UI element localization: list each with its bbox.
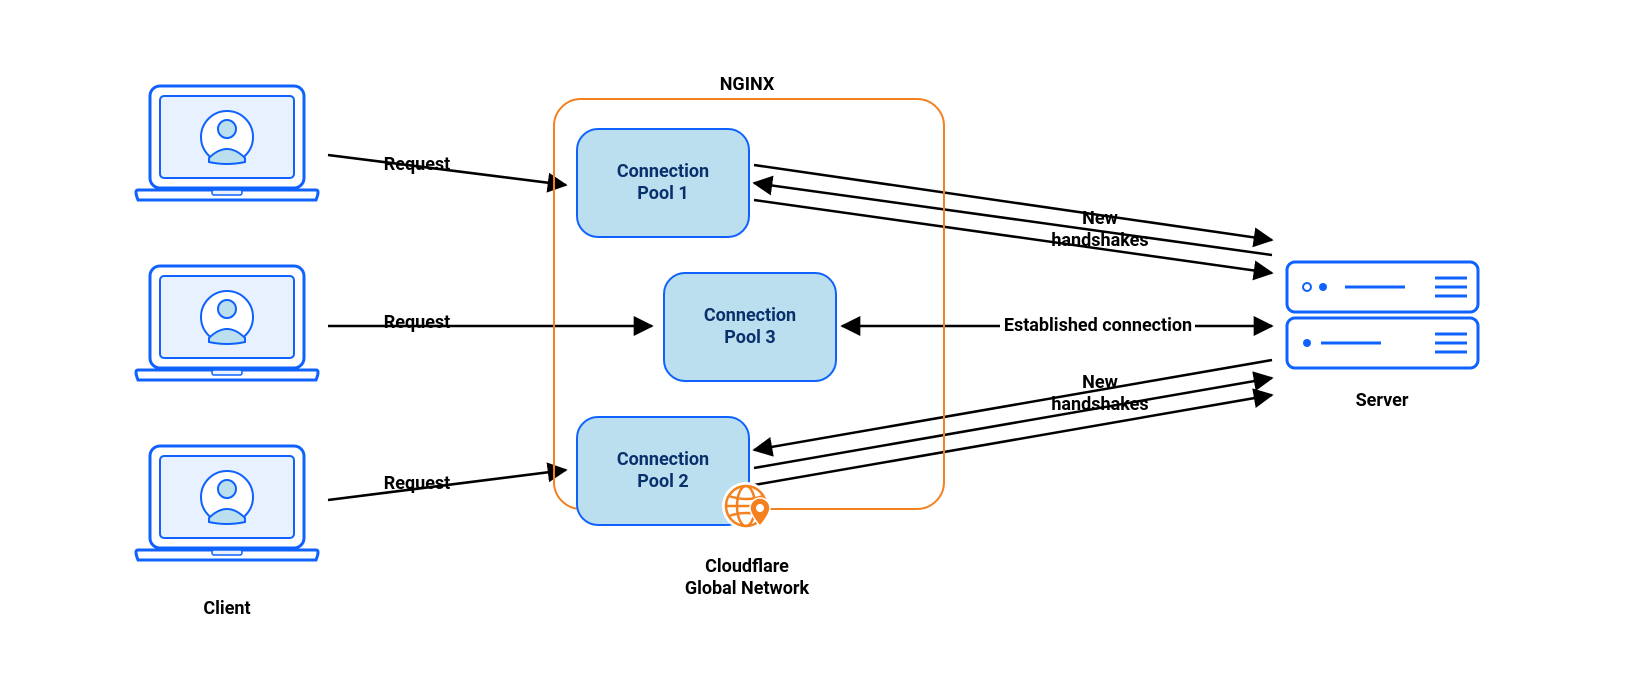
connection-pool-box: Connection Pool 3: [663, 272, 837, 382]
new-handshakes-label: New handshakes: [950, 208, 1250, 251]
globe-location-icon: [720, 478, 776, 534]
client-label: Client: [77, 598, 377, 620]
request-label: Request: [267, 312, 567, 334]
cloudflare-label: Cloudflare Global Network: [597, 556, 897, 599]
server-label: Server: [1232, 390, 1532, 412]
connection-pool-box: Connection Pool 1: [576, 128, 750, 238]
nginx-label: NGINX: [597, 74, 897, 96]
server-icon: [1285, 260, 1480, 370]
request-label: Request: [267, 473, 567, 495]
client-laptop-icon: [134, 442, 320, 570]
client-laptop-icon: [134, 82, 320, 210]
established-connection-label: Established connection: [948, 315, 1248, 337]
new-handshakes-label: New handshakes: [950, 372, 1250, 415]
request-label: Request: [267, 154, 567, 176]
